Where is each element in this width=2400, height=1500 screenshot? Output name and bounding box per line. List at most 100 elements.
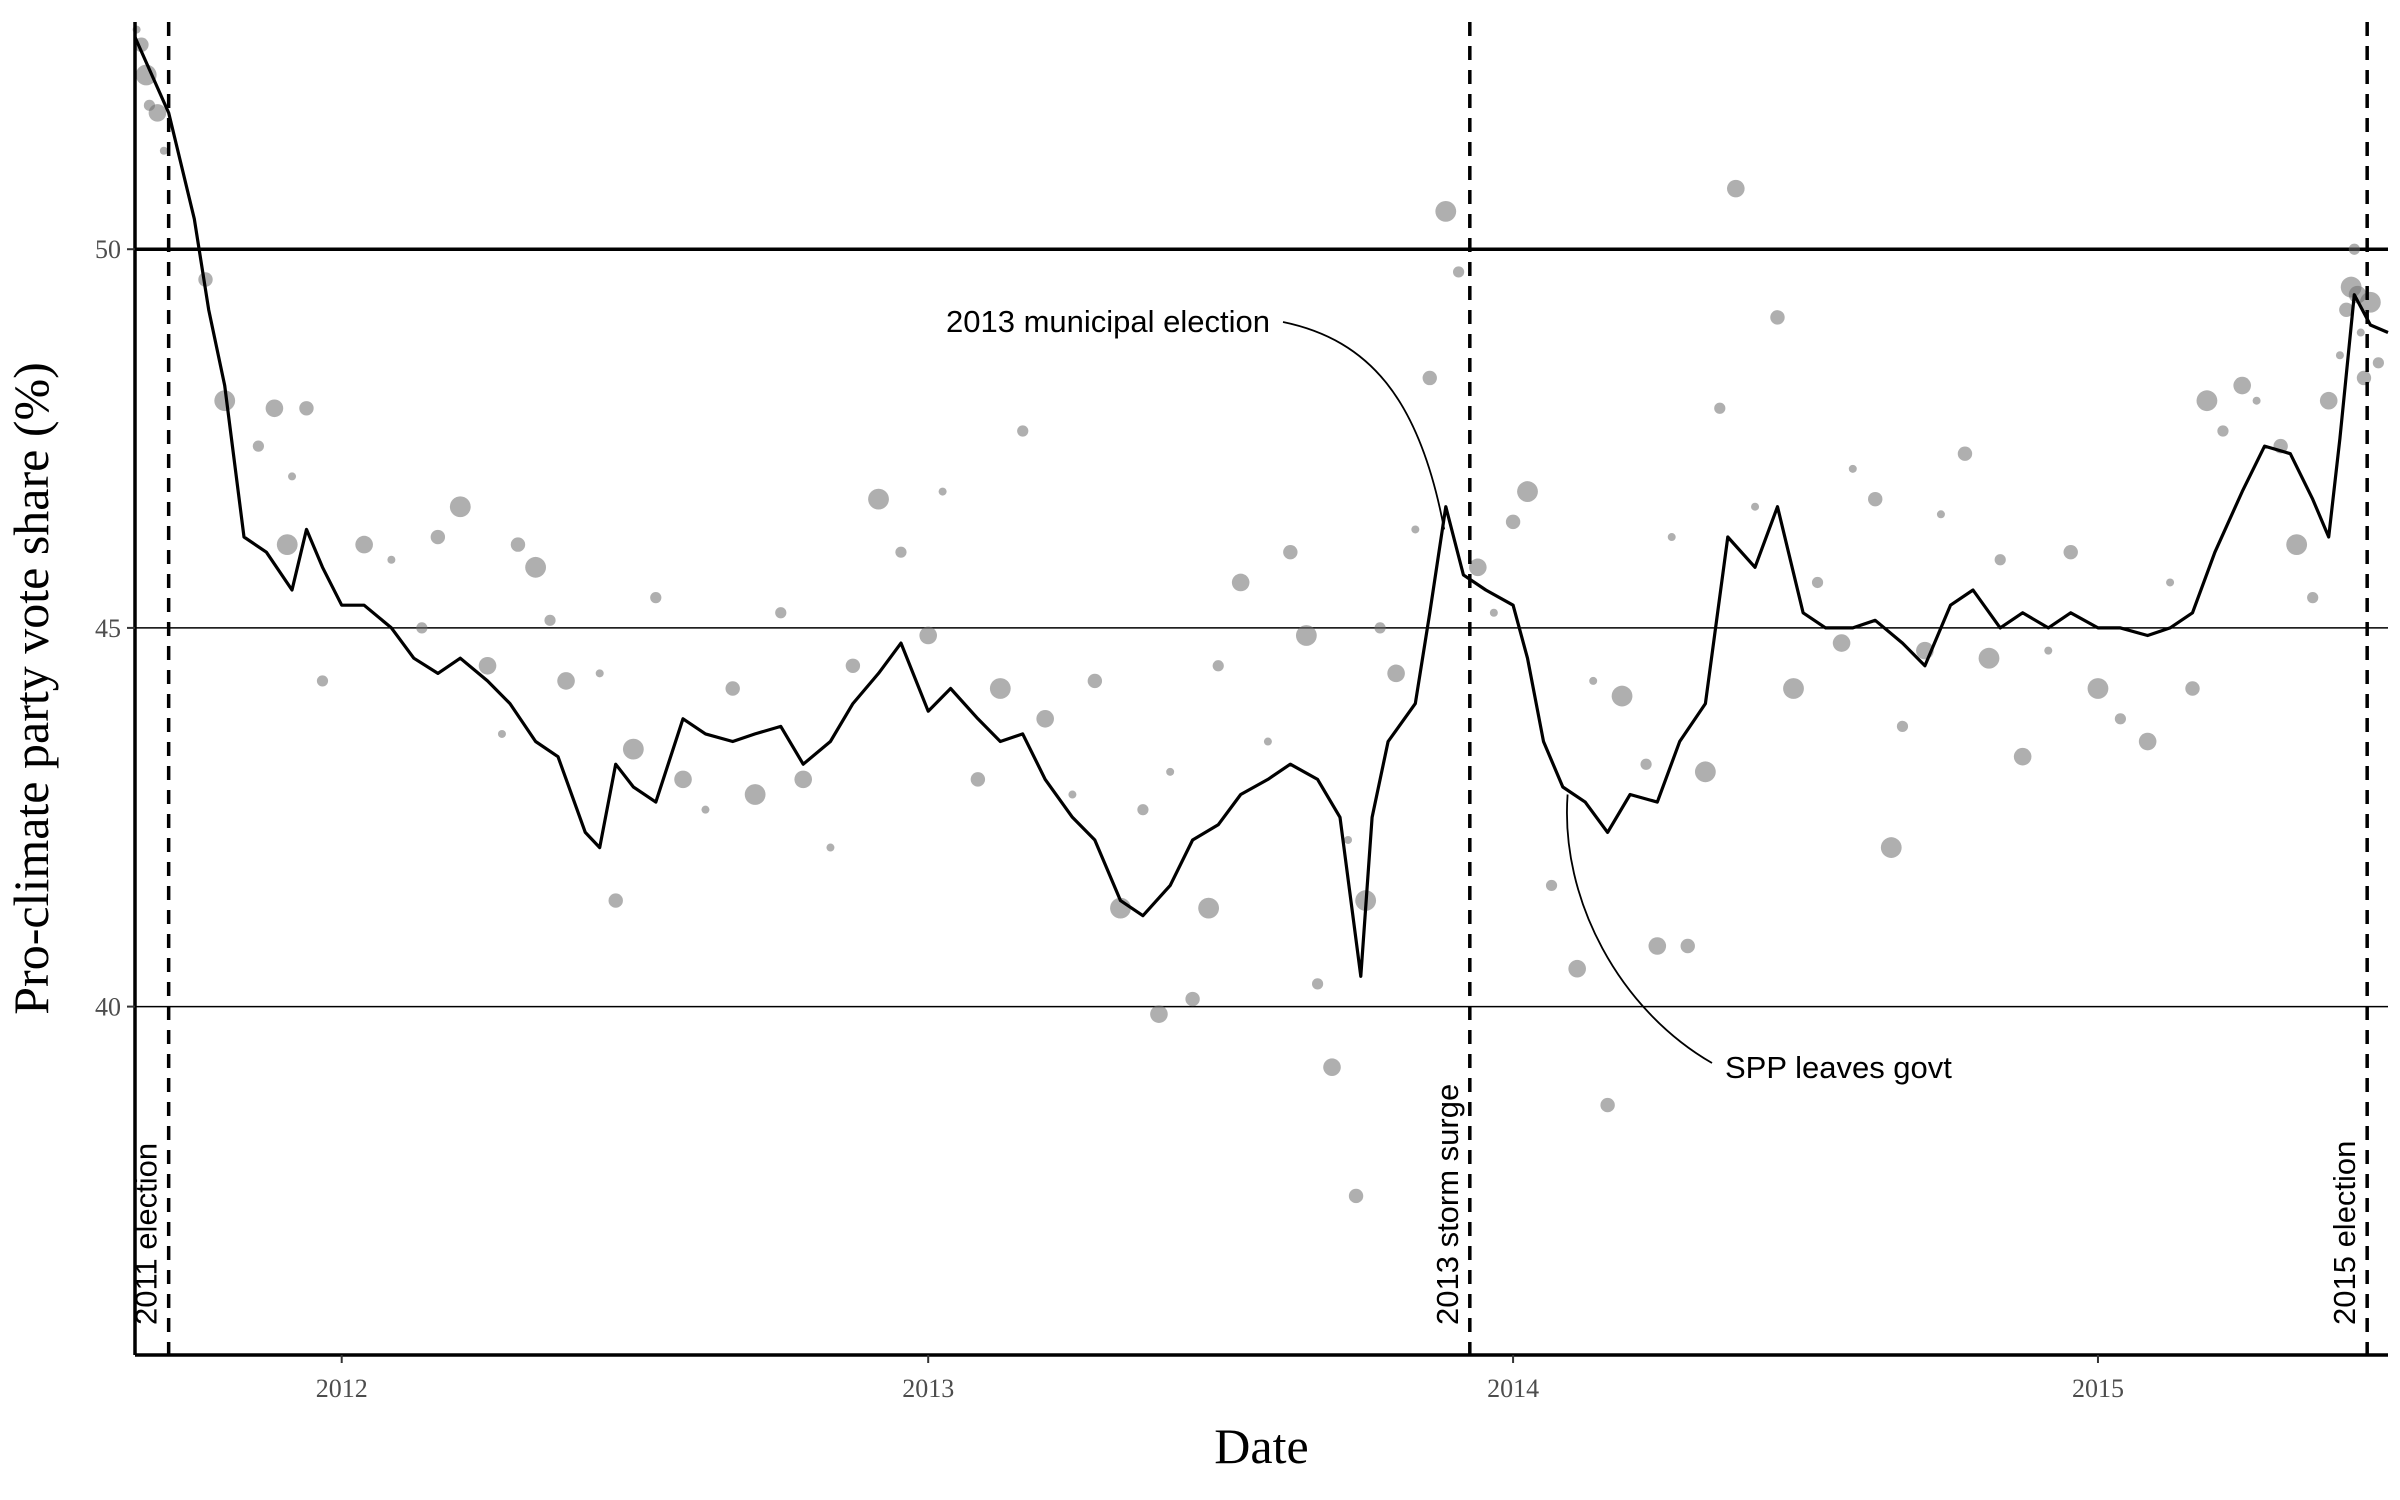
poll-point <box>1489 608 1498 617</box>
poll-point <box>449 496 471 518</box>
poll-point <box>794 770 813 789</box>
poll-point <box>1648 937 1667 955</box>
annotations: 2013 municipal election SPP leaves govt <box>946 304 1952 1085</box>
poll-point <box>1727 179 1745 198</box>
poll-point <box>1667 533 1676 542</box>
poll-point <box>276 534 298 555</box>
poll-point <box>2286 534 2308 555</box>
poll-point <box>2356 328 2365 337</box>
poll-point <box>2372 357 2384 369</box>
poll-point <box>1017 425 1029 437</box>
poll-point <box>725 681 740 696</box>
trend-line <box>133 36 2389 978</box>
poll-point <box>1505 514 1521 530</box>
poll-point <box>2359 291 2381 313</box>
poll-point <box>135 64 157 86</box>
poll-point <box>1978 647 2000 669</box>
poll-point <box>1263 737 1272 746</box>
poll-point <box>288 472 297 481</box>
poll-point <box>2013 747 2032 766</box>
x-tick-label: 2014 <box>1487 1374 1539 1403</box>
poll-point <box>1770 310 1785 325</box>
poll-point <box>2339 302 2354 318</box>
axes: 40 45 50 2012 2013 2014 2015 Date Pro-climate pa… <box>3 22 2388 1474</box>
poll-point <box>1694 761 1716 783</box>
poll-point <box>1311 978 1324 990</box>
poll-point <box>2166 578 2175 587</box>
poll-point <box>299 401 314 416</box>
poll-point <box>895 546 907 558</box>
poll-point <box>1422 370 1437 386</box>
poll-point <box>214 390 236 412</box>
poll-point <box>2063 544 2078 560</box>
poll-point <box>265 399 284 418</box>
poll-point <box>148 104 167 122</box>
poll-point <box>1323 1058 1341 1076</box>
poll-point <box>1411 525 1420 534</box>
poll-point <box>744 784 766 805</box>
poll-point <box>2087 678 2109 699</box>
annotation-leader <box>1282 321 1446 530</box>
poll-point <box>701 805 710 814</box>
poll-point <box>2307 592 2319 604</box>
poll-point <box>1212 660 1224 672</box>
poll-point <box>674 770 692 789</box>
reference-lines <box>135 247 2388 1008</box>
poll-points <box>132 25 2384 1204</box>
poll-point <box>595 669 604 678</box>
poll-point <box>650 592 662 604</box>
poll-point <box>2044 646 2053 655</box>
poll-point <box>775 607 787 619</box>
poll-point <box>1387 664 1405 683</box>
poll-point <box>608 893 623 908</box>
poll-point <box>1068 790 1077 799</box>
poll-point <box>1957 446 1973 461</box>
poll-point <box>1435 200 1457 222</box>
poll-point <box>544 614 556 626</box>
poll-point <box>1783 678 1804 699</box>
poll-point <box>416 622 428 634</box>
poll-point <box>2217 425 2229 437</box>
poll-point <box>1348 1188 1364 1204</box>
poll-point <box>970 772 986 787</box>
poll-point <box>1545 879 1558 892</box>
poll-point <box>2356 370 2372 386</box>
poll-point <box>1344 835 1353 844</box>
poll-point <box>510 537 526 552</box>
event-lines: 2011 election 2013 storm surge 2015 electi… <box>129 22 2369 1355</box>
poll-point <box>2233 376 2251 395</box>
poll-point <box>252 440 264 452</box>
poll-point <box>1469 558 1487 577</box>
poll-point <box>1295 625 1317 646</box>
poll-point <box>1036 709 1054 728</box>
poll-point <box>2335 351 2344 360</box>
poll-point <box>845 658 861 673</box>
annotation-municipal-election: 2013 municipal election <box>946 304 1270 339</box>
poll-point <box>2348 243 2360 255</box>
poll-point <box>355 535 373 554</box>
poll-point <box>557 672 575 690</box>
event-label: 2013 storm surge <box>1430 1084 1465 1325</box>
poll-point <box>2114 713 2126 725</box>
poll-point <box>1994 554 2006 566</box>
poll-point <box>1896 720 1909 732</box>
annotation-spp-leaves: SPP leaves govt <box>1725 1050 1952 1085</box>
y-tick-label: 40 <box>95 993 121 1022</box>
poll-point <box>938 487 947 496</box>
poll-point <box>1751 502 1760 511</box>
poll-point <box>2252 396 2261 405</box>
poll-point <box>1166 767 1175 776</box>
poll-point <box>989 678 1011 699</box>
poll-point <box>316 675 329 687</box>
poll-point <box>622 738 644 760</box>
poll-point <box>1600 1097 1615 1113</box>
poll-point <box>1452 266 1465 278</box>
poll-point <box>430 529 446 545</box>
y-axis-title: Pro-climate party vote share (%) <box>3 362 59 1015</box>
poll-point <box>1832 634 1851 652</box>
poll-point <box>2138 732 2157 751</box>
y-tick-label: 50 <box>95 235 121 264</box>
poll-point <box>1811 576 1824 589</box>
